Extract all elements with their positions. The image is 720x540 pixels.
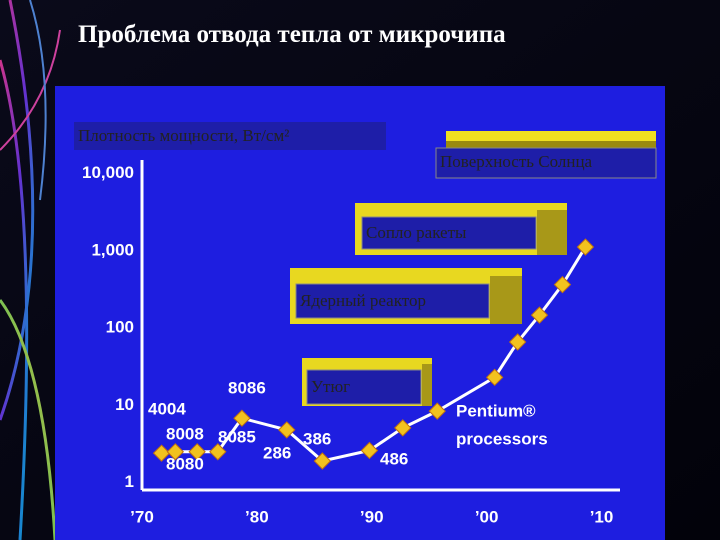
marker [152,444,171,462]
marker [313,452,332,470]
marker [576,238,595,256]
x-tick-label: ’00 [475,507,499,526]
reference-blocks [290,131,657,406]
y-tick-label: 1,000 [91,240,134,259]
point-label: 486 [380,449,408,468]
point-label: 8080 [166,454,204,473]
marker [508,333,527,351]
marker [553,275,572,294]
marker [530,306,549,324]
marker [188,443,206,461]
marker [485,368,504,387]
y-tick-label: 1 [125,472,134,491]
y-label-box [74,122,386,150]
point-label: 8008 [166,424,204,443]
x-tick-label: ’70 [130,507,154,526]
reference-label: Ядерный реактор [300,291,426,310]
reference-label: Поверхность Солнца [440,152,593,171]
marker [166,443,185,461]
y-axis-label: Плотность мощности, Вт/см² [78,126,289,145]
point-label: 8085 [218,427,256,446]
x-tick-label: ’90 [360,507,384,526]
point-label: 8086 [228,378,266,397]
y-tick-label: 10 [115,395,134,414]
y-tick-label: 100 [106,318,134,337]
marker [209,443,227,461]
slide-title: Проблема отвода тепла от микрочипа [78,21,506,48]
series-label: Pentium® [456,401,536,420]
reference-label: Сопло ракеты [366,223,467,242]
marker [278,421,296,439]
point-label: 286 [263,443,291,462]
point-label: 386 [303,429,331,448]
marker [428,402,446,420]
marker [360,441,379,460]
point-label: 4004 [148,399,186,418]
marker [394,419,412,437]
reference-label: Утюг [311,377,350,396]
x-tick-label: ’80 [245,507,269,526]
marker [233,409,251,427]
series-label: processors [456,429,548,448]
y-tick-label: 10,000 [82,163,134,182]
decor [0,0,61,540]
x-tick-label: ’10 [590,507,614,526]
